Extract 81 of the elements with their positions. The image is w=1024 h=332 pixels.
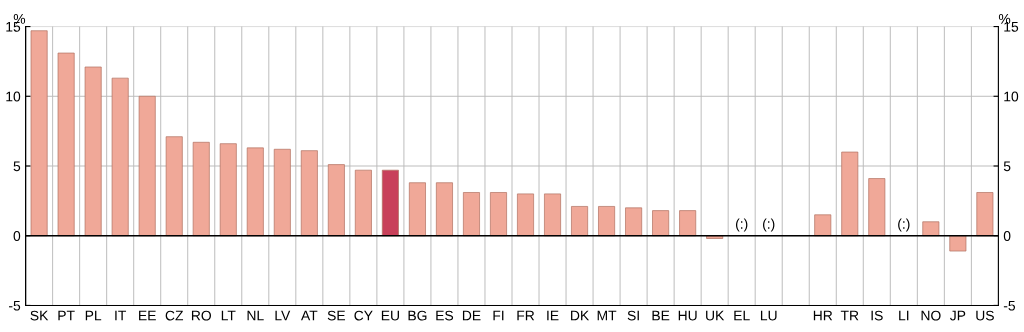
x-tick-label: HR <box>813 310 833 321</box>
bar <box>868 178 886 237</box>
bar <box>814 214 832 237</box>
x-tick-label: IE <box>547 310 559 321</box>
bar <box>84 66 102 237</box>
text: (:) <box>763 218 775 232</box>
x-tick-label: JP <box>949 310 966 321</box>
bar <box>273 148 291 237</box>
bar <box>922 221 940 237</box>
text: (:) <box>736 218 748 232</box>
x-tick-label: LU <box>760 310 777 321</box>
bar <box>111 77 129 237</box>
bar <box>976 192 994 237</box>
y2-tick-label: -5 <box>1003 300 1016 311</box>
bar <box>300 150 318 237</box>
bar <box>949 235 967 252</box>
bar <box>30 30 48 237</box>
x-tick-label: LV <box>275 310 291 321</box>
x-tick-label: US <box>976 310 994 321</box>
y2-axis-title: % <box>998 14 1011 24</box>
y-tick-label: 10 <box>6 91 21 102</box>
x-tick-label: AT <box>301 310 318 321</box>
y-tick-label: 0 <box>13 231 21 241</box>
bar <box>327 164 345 237</box>
bar <box>598 206 616 237</box>
x-tick-label: EE <box>139 310 156 321</box>
x-tick-label: UK <box>706 310 725 321</box>
x-tick-label: NL <box>247 310 264 321</box>
bar <box>57 52 75 237</box>
y2-tick-label: 15 <box>1004 22 1019 32</box>
x-tick-label: LI <box>899 310 909 321</box>
bar <box>219 143 237 237</box>
x-tick-label: PT <box>58 310 75 321</box>
x-tick-label: IS <box>871 310 883 321</box>
x-tick-label: SI <box>627 310 639 321</box>
bar <box>652 210 670 237</box>
x-tick-label: TR <box>840 310 859 321</box>
y2-tick-label: 5 <box>1003 161 1011 172</box>
y2-tick-label: 10 <box>1004 91 1019 102</box>
x-tick-label: EL <box>734 310 750 321</box>
x-tick-label: BE <box>652 310 670 321</box>
bar <box>354 169 372 237</box>
x-tick-label: NO <box>921 310 941 321</box>
x-tick-label: CZ <box>165 310 184 321</box>
bar <box>381 169 399 237</box>
x-tick-label: BG <box>408 310 427 321</box>
x-tick-label: DK <box>571 310 590 321</box>
bar <box>165 136 183 237</box>
text: (:) <box>898 218 910 232</box>
x-tick-label: MT <box>597 310 617 321</box>
bar <box>408 182 426 237</box>
bar <box>679 210 697 237</box>
y-axis-title: % <box>13 14 26 24</box>
x-tick-label: IT <box>115 310 127 321</box>
y-tick-label: 15 <box>6 22 21 32</box>
x-tick-label: SK <box>30 310 49 321</box>
bar <box>544 193 561 237</box>
x-tick-label: EU <box>381 310 399 321</box>
x-tick-label: HU <box>678 310 697 321</box>
bar <box>517 193 534 237</box>
y-tick-label: 5 <box>13 161 21 172</box>
bar <box>841 151 859 237</box>
x-tick-label: DE <box>462 310 481 321</box>
x-tick-label: CY <box>354 310 373 321</box>
bar <box>192 141 210 237</box>
y2-tick-label: 0 <box>1003 231 1011 241</box>
bar <box>625 207 643 237</box>
x-tick-label: LT <box>221 310 236 321</box>
x-tick-label: FI <box>493 310 504 321</box>
x-tick-label: SE <box>327 310 346 321</box>
bar <box>435 182 453 237</box>
bar <box>490 192 507 237</box>
x-tick-label: PL <box>85 310 102 321</box>
x-tick-label: RO <box>191 310 211 321</box>
bar <box>246 147 264 237</box>
y-tick-label: -5 <box>9 300 21 311</box>
x-tick-label: ES <box>436 310 454 321</box>
bar <box>463 192 480 237</box>
bar <box>571 206 589 237</box>
bar <box>138 95 156 237</box>
x-tick-label: FR <box>517 310 535 321</box>
